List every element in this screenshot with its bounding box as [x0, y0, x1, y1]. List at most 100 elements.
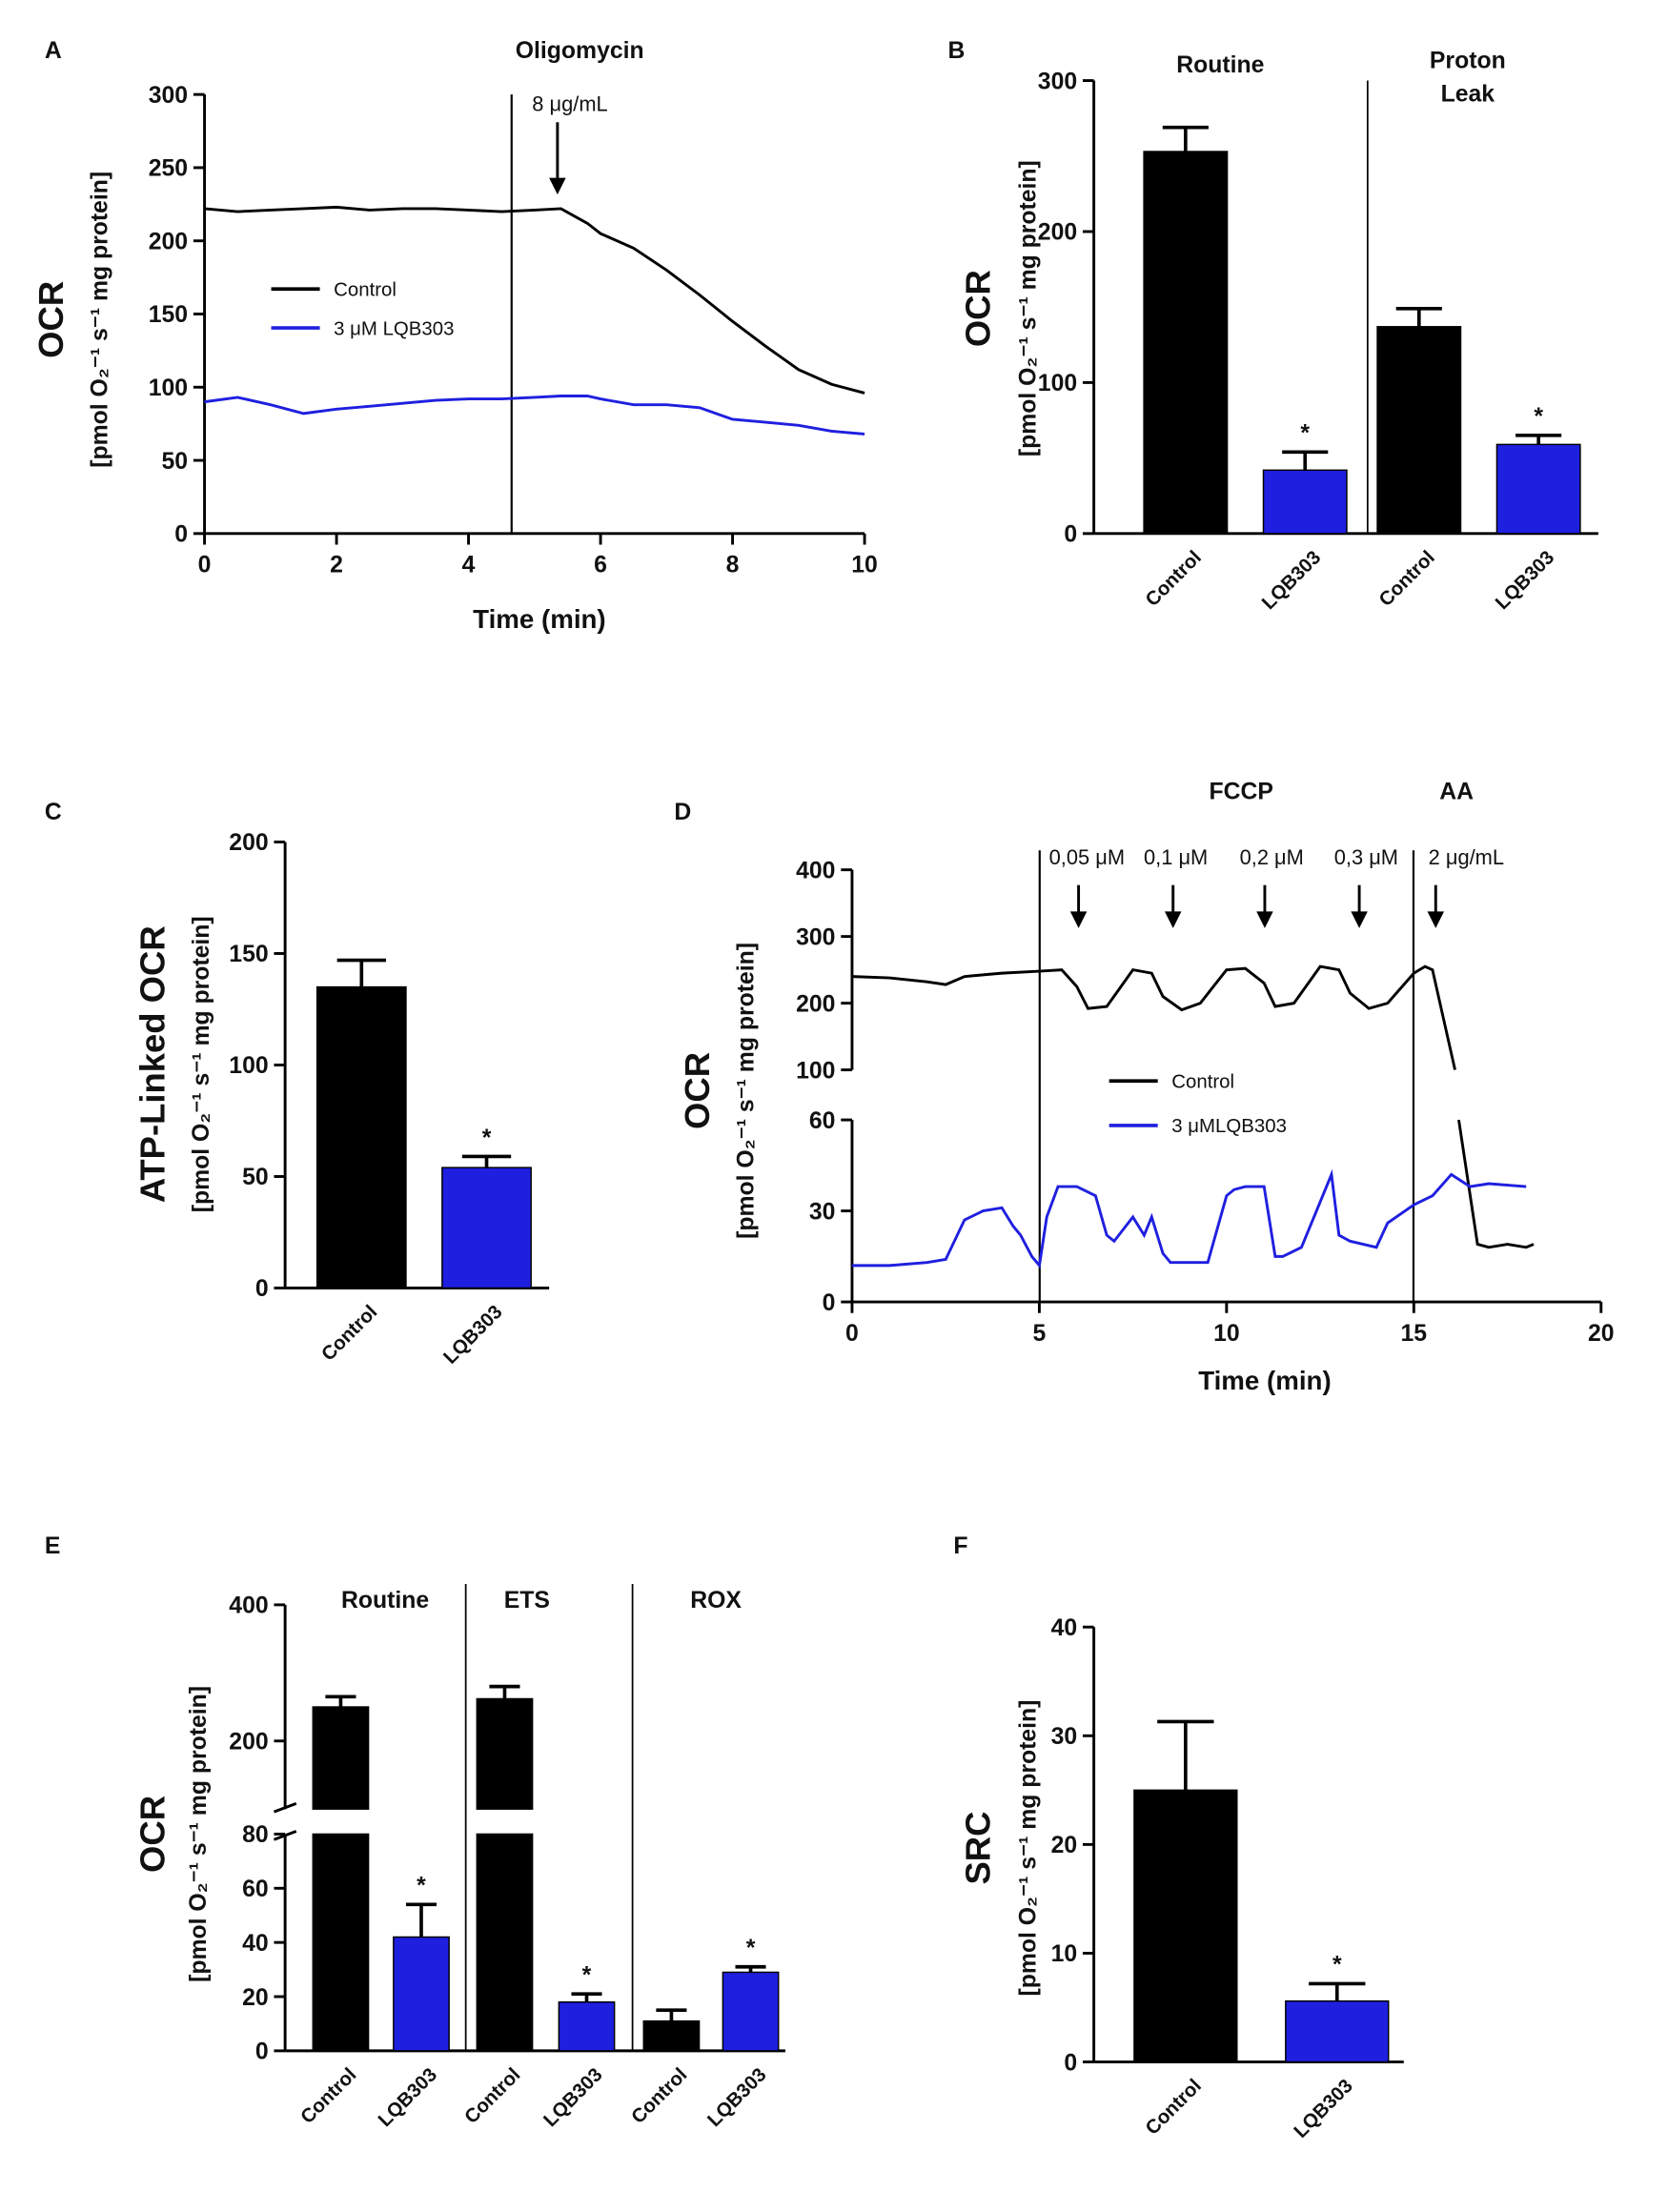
x-tick-label: LQB303 [1258, 547, 1325, 614]
legend-label: Control [1171, 1072, 1234, 1093]
bar [476, 1833, 534, 2052]
y-tick-label: 300 [149, 83, 188, 109]
y-tick-label: 0 [174, 522, 188, 548]
x-tick-label: 4 [462, 553, 476, 578]
bar [1495, 443, 1581, 535]
y-tick-label: 300 [796, 924, 835, 950]
arrow-head [1069, 911, 1088, 928]
arrow-head [1351, 911, 1368, 928]
y-tick-label: 0 [1064, 2050, 1077, 2076]
x-tick-label: Control [317, 1302, 381, 1366]
y-axis-unit: [pmol O₂⁻¹ s⁻¹ mg protein] [186, 1686, 212, 1982]
x-tick-label: 15 [1401, 1321, 1428, 1347]
y-tick-label: 40 [1051, 1615, 1078, 1641]
y-tick-label: 200 [796, 991, 835, 1017]
panel-letter: E [45, 1533, 61, 1559]
series-line [851, 964, 1456, 1070]
y-tick-label: 200 [1038, 220, 1077, 246]
bar [1262, 469, 1348, 535]
y-axis-title: OCR [31, 281, 71, 358]
panel-letter: D [674, 800, 691, 825]
y-axis-unit: [pmol O₂⁻¹ s⁻¹ mg protein] [733, 943, 759, 1239]
annotation: 0,1 μM [1144, 845, 1208, 869]
error-bar [336, 958, 386, 987]
x-tick-label: LQB303 [439, 1302, 506, 1369]
group-label: Routine [341, 1588, 429, 1613]
significance: * [1300, 421, 1310, 447]
y-tick-label: 20 [242, 1985, 269, 2011]
y-axis-title: OCR [958, 270, 997, 347]
annotation: 8 μg/mL [532, 92, 607, 116]
annotation: FCCP [1209, 779, 1272, 804]
arrow-head [1256, 911, 1273, 928]
annotation: 0,2 μM [1240, 845, 1304, 869]
bar [476, 1697, 534, 1810]
error-bar [1515, 434, 1562, 445]
y-axis-title: OCR [132, 1796, 172, 1873]
series-line [1457, 1119, 1535, 1249]
error-bar [1309, 1981, 1366, 2001]
x-axis-title: Time (min) [1198, 1366, 1331, 1395]
x-tick-label: 10 [851, 553, 878, 578]
y-tick-label: 30 [809, 1199, 836, 1225]
error-bar [325, 1695, 356, 1708]
legend-label: Control [334, 280, 397, 301]
y-tick-label: 80 [242, 1822, 269, 1848]
annotation: 0,3 μM [1334, 845, 1398, 869]
x-tick-label: Control [297, 2064, 361, 2128]
significance: * [1332, 1953, 1342, 1979]
y-tick-label: 30 [1051, 1724, 1078, 1750]
group-label: Proton Leak [1430, 48, 1506, 107]
y-tick-label: 200 [229, 1730, 268, 1755]
x-tick-label: Control [1142, 547, 1206, 611]
legend-label: 3 μM LQB303 [334, 318, 454, 339]
y-tick-label: 250 [149, 156, 188, 182]
significance: * [582, 1963, 592, 1989]
group-label: ROX [690, 1588, 742, 1613]
significance: * [417, 1874, 426, 1899]
annotation: 2 μg/mL [1429, 845, 1504, 869]
x-tick-label: 0 [845, 1321, 859, 1347]
x-tick-label: 0 [198, 553, 212, 578]
y-tick-label: 200 [149, 229, 188, 254]
x-tick-label: 8 [726, 553, 740, 578]
y-axis-unit: [pmol O₂⁻¹ s⁻¹ mg protein] [1015, 1700, 1041, 1997]
x-tick-label: 6 [594, 553, 607, 578]
annotation: AA [1439, 779, 1474, 804]
bar [1133, 1789, 1238, 2063]
error-bar [489, 1684, 520, 1699]
y-tick-label: 50 [242, 1165, 269, 1190]
bar [393, 1936, 450, 2052]
x-tick-label: LQB303 [1492, 547, 1558, 614]
y-tick-label: 300 [1038, 69, 1077, 94]
y-tick-label: 0 [1064, 522, 1077, 548]
x-tick-label: 2 [330, 553, 343, 578]
x-tick-label: LQB303 [375, 2064, 441, 2131]
bar [722, 1971, 780, 2052]
y-tick-label: 200 [229, 830, 268, 856]
y-axis-title: ATP-Linked OCR [132, 925, 172, 1203]
y-tick-label: 20 [1051, 1833, 1078, 1858]
y-axis-unit: [pmol O₂⁻¹ s⁻¹ mg protein] [1015, 160, 1041, 457]
axis-break [273, 1802, 297, 1814]
x-tick-label: 10 [1213, 1321, 1240, 1347]
error-bar [405, 1902, 437, 1938]
series-line [851, 1168, 1527, 1269]
annotation: Oligomycin [516, 38, 644, 64]
y-tick-label: 60 [809, 1108, 836, 1134]
error-bar [571, 1992, 602, 2002]
significance: * [1534, 404, 1543, 430]
error-bar [461, 1154, 512, 1168]
bar [558, 2000, 616, 2052]
y-tick-label: 100 [149, 375, 188, 401]
x-tick-label: Control [1375, 547, 1439, 611]
panel-letter: A [45, 38, 62, 64]
y-tick-label: 50 [162, 449, 189, 475]
group-label: ETS [504, 1588, 550, 1613]
x-tick-label: Control [461, 2064, 525, 2128]
y-tick-label: 150 [149, 302, 188, 328]
y-tick-label: 100 [1038, 371, 1077, 396]
error-bar [1157, 1719, 1214, 1791]
error-bar [656, 2008, 687, 2021]
